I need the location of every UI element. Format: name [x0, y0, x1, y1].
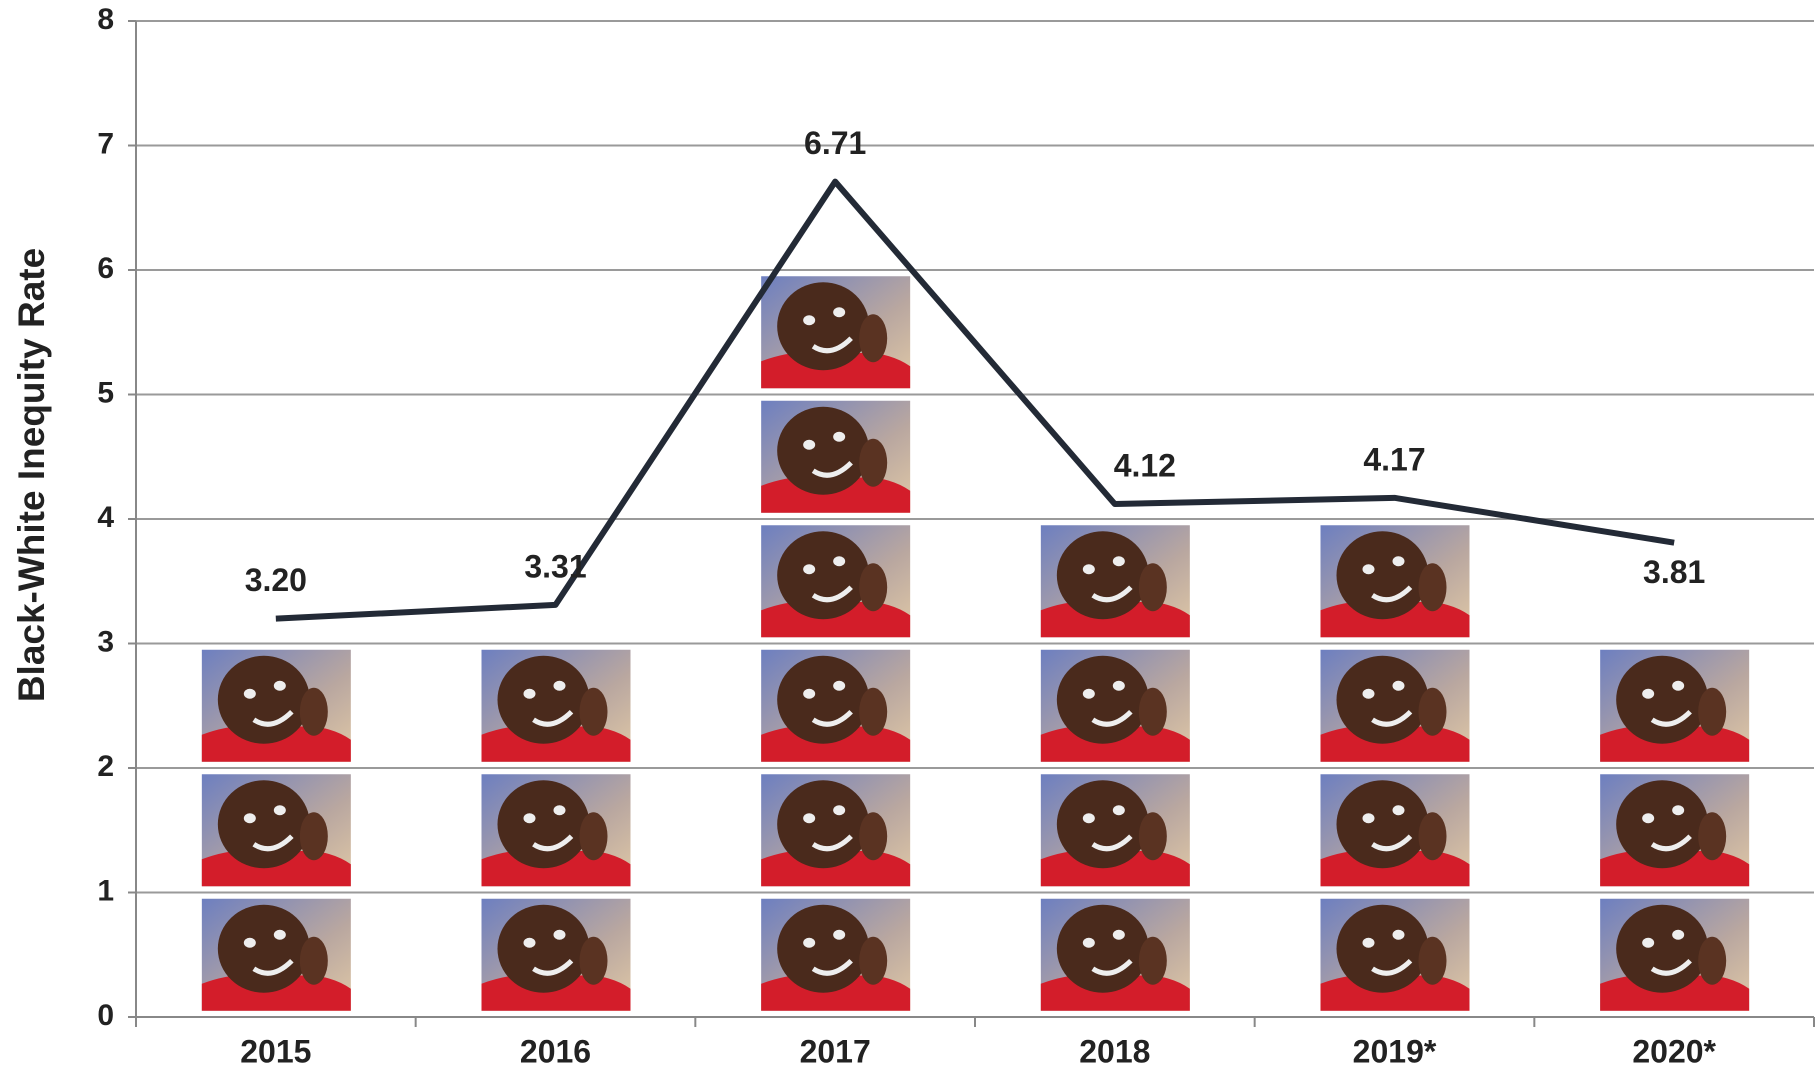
- baby-icon: [1600, 650, 1749, 762]
- y-tick-label: 6: [97, 252, 114, 285]
- x-tick-label: 2018: [1079, 1033, 1150, 1069]
- baby-icon: [1321, 899, 1470, 1011]
- baby-icon: [761, 774, 910, 886]
- y-tick-label: 2: [97, 750, 114, 783]
- data-label: 3.31: [524, 548, 586, 584]
- baby-icon: [1321, 525, 1470, 637]
- baby-icon: [482, 899, 631, 1011]
- baby-icon: [202, 774, 351, 886]
- baby-icon: [482, 650, 631, 762]
- data-label: 3.81: [1643, 554, 1705, 590]
- baby-icon: [761, 650, 910, 762]
- y-tick-label: 7: [97, 127, 114, 160]
- x-tick-label: 2017: [800, 1033, 871, 1069]
- x-tick-label: 2016: [520, 1033, 591, 1069]
- y-tick-label: 4: [97, 501, 114, 534]
- line: [275, 178, 1675, 622]
- data-label: 6.71: [804, 125, 866, 161]
- y-tick-label: 5: [97, 376, 114, 409]
- x-tick-label: 2015: [240, 1033, 311, 1069]
- x-tick-label: 2019*: [1353, 1033, 1437, 1069]
- baby-icon: [761, 899, 910, 1011]
- baby-icon: [1321, 774, 1470, 886]
- baby-icon: [1041, 899, 1190, 1011]
- x-tick-label: 2020*: [1632, 1033, 1716, 1069]
- baby-icon: [1041, 774, 1190, 886]
- baby-icon: [761, 401, 910, 513]
- baby-icon: [1600, 774, 1749, 886]
- baby-icon: [1600, 899, 1749, 1011]
- baby-icon: [202, 899, 351, 1011]
- y-tick-label: 1: [97, 874, 114, 907]
- y-tick-label: 3: [97, 625, 114, 658]
- baby-icon: [1321, 650, 1470, 762]
- data-label: 3.20: [245, 562, 307, 598]
- data-label: 4.12: [1114, 448, 1176, 484]
- y-axis-title: Black-White Inequity Rate: [11, 248, 52, 702]
- data-label: 4.17: [1363, 441, 1425, 477]
- baby-icon: [761, 276, 910, 388]
- baby-icon: [202, 650, 351, 762]
- baby-icon: [761, 525, 910, 637]
- baby-icon: [1041, 650, 1190, 762]
- baby-icon: [1041, 525, 1190, 637]
- y-tick-label: 8: [97, 3, 114, 36]
- baby-icon: [482, 774, 631, 886]
- y-tick-label: 0: [97, 999, 114, 1032]
